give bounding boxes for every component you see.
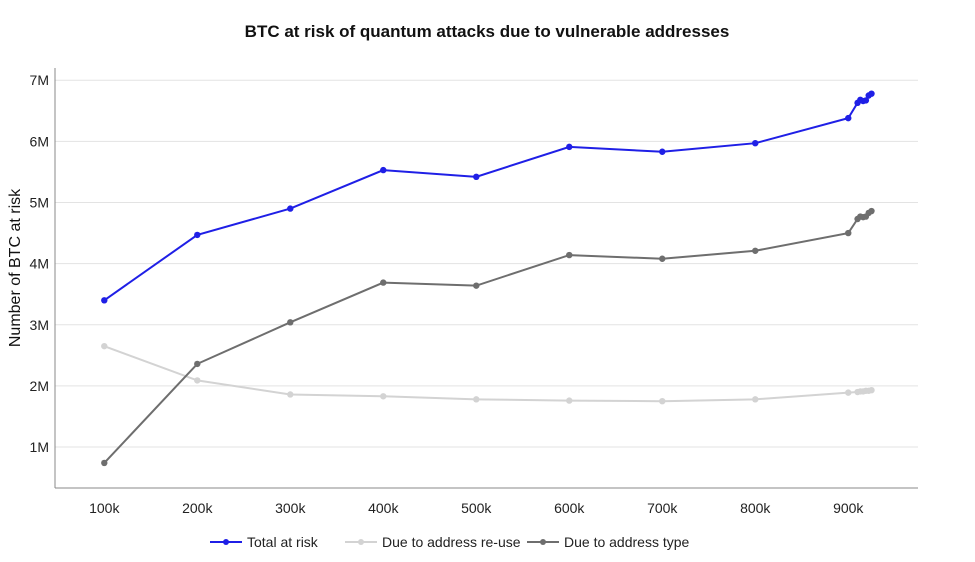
data-point: [566, 251, 573, 259]
legend-swatch-marker: [223, 539, 229, 545]
y-axis-label: Number of BTC at risk: [7, 188, 24, 347]
legend-label: Total at risk: [247, 534, 319, 550]
data-point: [287, 391, 294, 398]
data-point: [659, 397, 666, 405]
data-point: [101, 459, 108, 467]
data-point: [287, 205, 294, 212]
legend-swatch-marker: [540, 539, 546, 545]
legend-swatch-marker: [358, 539, 364, 545]
data-point: [566, 143, 573, 151]
x-tick-label: 100k: [89, 500, 120, 516]
legend-label: Due to address type: [564, 534, 690, 550]
data-point: [845, 114, 852, 122]
y-tick-label: 7M: [30, 72, 49, 88]
data-point: [845, 229, 852, 237]
data-point: [287, 319, 294, 326]
data-point: [194, 360, 201, 368]
data-point: [862, 97, 870, 104]
x-tick-label: 400k: [368, 500, 399, 516]
series-0: [101, 90, 875, 304]
y-tick-label: 6M: [30, 133, 49, 149]
y-tick-label: 1M: [30, 439, 49, 455]
x-tick-label: 800k: [740, 500, 771, 516]
x-tick-label: 200k: [182, 500, 213, 516]
data-point: [752, 396, 759, 403]
data-point: [868, 90, 875, 97]
data-point: [566, 397, 573, 404]
y-tick-label: 3M: [30, 317, 49, 333]
data-point: [194, 231, 201, 239]
x-tick-label: 900k: [833, 500, 864, 516]
data-point: [659, 148, 666, 155]
y-tick-label: 2M: [30, 378, 49, 394]
data-point: [473, 173, 480, 181]
y-tick-label: 5M: [30, 194, 49, 210]
x-tick-label: 700k: [647, 500, 678, 516]
data-point: [380, 279, 387, 286]
data-point: [845, 389, 852, 396]
data-point: [659, 255, 666, 262]
legend-label: Due to address re-use: [382, 534, 521, 550]
data-point: [101, 342, 108, 350]
chart-title: BTC at risk of quantum attacks due to vu…: [245, 22, 730, 41]
data-point: [194, 377, 201, 384]
x-tick-label: 600k: [554, 500, 585, 516]
series-2: [101, 207, 875, 467]
data-point: [868, 386, 875, 394]
series-line: [103, 92, 873, 302]
x-tick-label: 500k: [461, 500, 492, 516]
series-1: [101, 342, 875, 405]
y-tick-label: 4M: [30, 256, 49, 272]
data-point: [868, 207, 875, 215]
data-point: [752, 247, 759, 254]
x-tick-label: 300k: [275, 500, 306, 516]
data-point: [473, 396, 480, 403]
data-point: [380, 393, 387, 400]
data-point: [473, 282, 480, 289]
data-point: [380, 166, 387, 174]
data-point: [101, 297, 108, 304]
data-point: [752, 139, 759, 147]
